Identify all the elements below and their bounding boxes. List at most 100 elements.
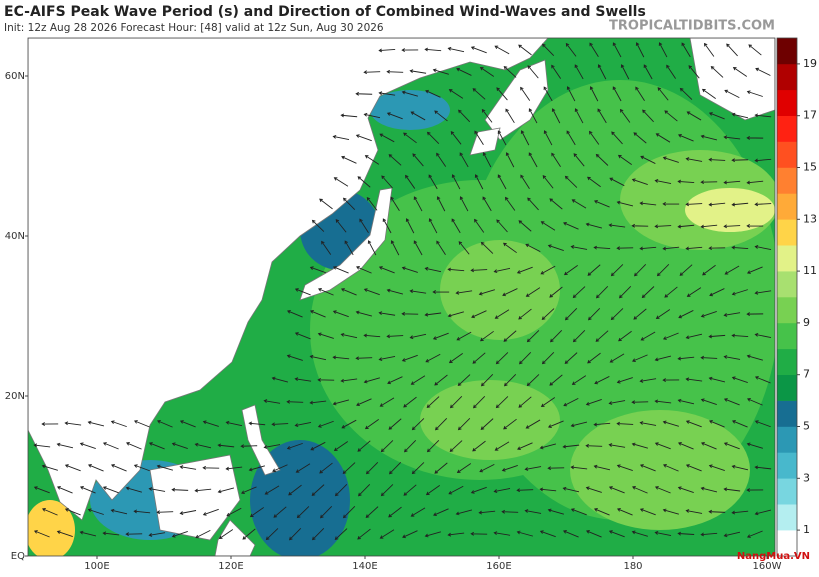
arrow: [479, 330, 494, 342]
colorbar-segment: [777, 400, 797, 427]
arrow: [528, 152, 538, 168]
arrow: [678, 134, 694, 142]
arrow: [248, 465, 266, 472]
arrow: [700, 134, 718, 141]
arrow: [448, 89, 464, 99]
arrow: [428, 174, 438, 190]
arrow: [321, 240, 332, 255]
arrow: [110, 420, 127, 428]
arrow: [87, 508, 104, 515]
arrow: [333, 177, 349, 187]
arrow: [700, 486, 718, 493]
arrow: [363, 377, 380, 384]
arrow: [273, 506, 287, 518]
colorbar-label: 9: [803, 316, 810, 329]
arrow: [639, 508, 656, 516]
arrow: [688, 65, 700, 79]
arrow: [573, 153, 585, 167]
arrow: [458, 109, 471, 123]
arrow: [571, 375, 587, 385]
arrow: [631, 178, 648, 186]
arrow: [309, 354, 327, 361]
arrow: [432, 332, 449, 340]
arrow: [547, 508, 564, 515]
arrow: [641, 286, 655, 299]
arrow: [640, 155, 656, 164]
arrow: [662, 420, 679, 427]
arrow: [549, 374, 563, 386]
arrow: [33, 486, 50, 494]
arrow: [241, 486, 257, 494]
arrow: [226, 507, 242, 517]
arrow: [332, 310, 349, 318]
arrow: [516, 488, 534, 493]
arrow: [746, 488, 764, 493]
arrow: [194, 442, 212, 449]
arrow: [341, 155, 357, 164]
arrow: [681, 42, 691, 58]
arrow: [496, 219, 508, 233]
arrow: [731, 333, 749, 338]
arrow: [480, 241, 494, 254]
arrow: [479, 67, 495, 77]
arrow: [447, 532, 465, 537]
arrow: [525, 243, 541, 253]
arrow: [388, 506, 402, 518]
colorbar-segment: [777, 38, 797, 65]
arrow: [424, 531, 442, 538]
arrow: [202, 465, 220, 470]
arrow: [639, 421, 657, 426]
arrow: [677, 224, 695, 229]
arrow: [754, 158, 772, 163]
arrow: [493, 531, 511, 536]
arrow: [723, 398, 740, 406]
arrow: [726, 43, 738, 57]
colorbar-label: 15: [803, 161, 817, 174]
arrow: [593, 464, 611, 471]
arrow: [33, 443, 51, 448]
arrow: [448, 353, 463, 364]
arrow: [597, 108, 607, 124]
arrow: [471, 310, 487, 319]
arrow: [503, 66, 517, 78]
arrow: [264, 485, 280, 495]
arrow: [747, 398, 763, 406]
arrow: [87, 420, 105, 427]
arrow: [403, 484, 417, 496]
arrow: [587, 264, 601, 276]
arrow: [309, 310, 326, 318]
arrow: [342, 506, 356, 519]
arrow: [754, 245, 772, 250]
arrow: [405, 218, 415, 234]
arrow: [702, 264, 716, 276]
arrow: [755, 67, 771, 76]
arrow: [662, 201, 680, 206]
arrow: [587, 176, 601, 188]
arrow: [425, 485, 440, 496]
colorbar-segment: [777, 245, 797, 272]
arrow: [401, 354, 418, 362]
arrow: [171, 442, 188, 449]
arrow: [456, 463, 472, 473]
arrow: [382, 218, 392, 234]
arrow: [686, 111, 702, 121]
arrow: [378, 356, 396, 361]
arrow: [340, 288, 357, 296]
arrow: [436, 240, 446, 255]
lon-label: 120E: [218, 561, 243, 572]
colorbar-segment: [777, 115, 797, 142]
arrow: [378, 266, 395, 274]
lon-label: 100E: [84, 561, 109, 572]
arrow: [480, 373, 494, 387]
arrow: [551, 108, 561, 124]
arrow: [287, 310, 303, 318]
arrow: [386, 69, 404, 74]
arrow: [620, 64, 630, 80]
arrow: [472, 88, 486, 100]
arrow: [724, 265, 740, 275]
arrow: [639, 464, 656, 472]
arrow: [340, 113, 358, 118]
arrow: [156, 510, 174, 515]
arrow: [632, 354, 648, 362]
arrow: [459, 196, 469, 212]
